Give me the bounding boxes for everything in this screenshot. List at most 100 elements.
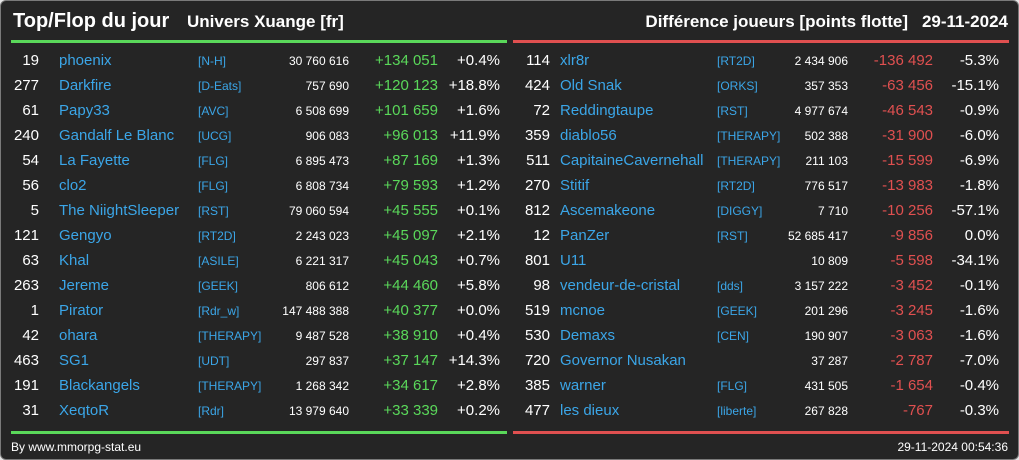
top-gainers-table: 19 phoenix [N-H] 30 760 616 +134 051 +0.4% 277… [1, 48, 501, 423]
player-name-link[interactable]: Blackangels [59, 377, 140, 394]
alliance-tag-link[interactable]: [UDT] [198, 354, 230, 368]
player-name-link[interactable]: clo2 [59, 177, 87, 194]
alliance-tag-link[interactable]: [Rdr_w] [198, 304, 240, 318]
player-name-link[interactable]: Khal [59, 252, 90, 269]
table-row: 530 Demaxs [CEN] 190 907 -3 063 -1.6% [512, 323, 1012, 348]
player-rank: 72 [533, 102, 550, 119]
player-name-link[interactable]: Papy33 [59, 102, 110, 119]
player-points: 147 488 388 [282, 304, 349, 318]
alliance-tag-link[interactable]: [FLG] [198, 179, 229, 193]
alliance-tag-link[interactable]: [RST] [198, 204, 229, 218]
player-name-link[interactable]: Old Snak [560, 77, 622, 94]
points-difference: -1 654 [890, 377, 933, 394]
player-name-link[interactable]: XeqtoR [59, 402, 110, 419]
points-difference: +45 097 [383, 227, 438, 244]
table-row: 424 Old Snak [ORKS] 357 353 -63 456 -15.1% [512, 73, 1012, 98]
table-row: 270 Stitif [RT2D] 776 517 -13 983 -1.8% [512, 173, 1012, 198]
alliance-tag-link[interactable]: [RT2D] [717, 54, 755, 68]
alliance-tag-link[interactable]: [UCG] [198, 129, 232, 143]
player-name-link[interactable]: Governor Nusakan [560, 352, 686, 369]
alliance-tag-link[interactable]: [THERAPY] [717, 154, 781, 168]
alliance-tag-link[interactable]: [RST] [717, 104, 748, 118]
player-name-link[interactable]: ohara [59, 327, 98, 344]
player-name-link[interactable]: diablo56 [560, 127, 617, 144]
player-points: 6 221 317 [295, 254, 349, 268]
player-name-link[interactable]: La Fayette [59, 152, 130, 169]
player-name-link[interactable]: warner [560, 377, 606, 394]
alliance-tag-link[interactable]: [THERAPY] [198, 329, 262, 343]
alliance-tag-link[interactable]: [ORKS] [717, 79, 758, 93]
alliance-tag-link[interactable]: [FLG] [717, 379, 748, 393]
percent-change: +14.3% [448, 352, 500, 369]
player-rank: 121 [13, 227, 39, 244]
player-name-link[interactable]: CapitaineCavernehall [560, 152, 704, 169]
alliance-tag-link[interactable]: [THERAPY] [198, 379, 262, 393]
player-name-link[interactable]: phoenix [59, 52, 112, 69]
alliance-tag-link[interactable]: [AVC] [198, 104, 229, 118]
alliance-tag-link[interactable]: [GEEK] [198, 279, 239, 293]
player-name-link[interactable]: Stitif [560, 177, 590, 194]
percent-change: -0.4% [959, 377, 999, 394]
footer-timestamp: 29-11-2024 00:54:36 [897, 440, 1008, 454]
alliance-tag-link[interactable]: [RT2D] [198, 229, 236, 243]
player-points: 201 296 [804, 304, 848, 318]
table-row: 263 Jereme [GEEK] 806 612 +44 460 +5.8% [1, 273, 501, 298]
points-difference: +101 659 [375, 102, 438, 119]
alliance-tag-link[interactable]: [FLG] [198, 154, 229, 168]
alliance-tag-link[interactable]: [THERAPY] [717, 129, 781, 143]
table-row: 5 The NiightSleeper [RST] 79 060 594 +45 555… [1, 198, 501, 223]
player-name-link[interactable]: xlr8r [560, 52, 590, 69]
player-rank: 511 [526, 152, 550, 169]
player-name-link[interactable]: The NiightSleeper [59, 202, 180, 219]
player-name-link[interactable]: Reddingtaupe [560, 102, 654, 119]
player-name-link[interactable]: U11 [560, 252, 587, 269]
alliance-tag-link[interactable]: [dds] [717, 279, 744, 293]
player-rank: 191 [13, 377, 39, 394]
percent-change: -6.9% [959, 152, 999, 169]
alliance-tag-link[interactable]: [Rdr] [198, 404, 225, 418]
alliance-tag-link[interactable]: [RST] [717, 229, 748, 243]
player-name-link[interactable]: vendeur-de-cristal [560, 277, 681, 294]
player-rank: 812 [524, 202, 550, 219]
percent-change: -1.6% [959, 302, 999, 319]
player-name-link[interactable]: Pirator [59, 302, 104, 319]
player-name-link[interactable]: Gandalf Le Blanc [59, 127, 175, 144]
player-rank: 54 [22, 152, 39, 169]
table-row: 385 warner [FLG] 431 505 -1 654 -0.4% [512, 373, 1012, 398]
player-name-link[interactable]: mcnoe [560, 302, 606, 319]
alliance-tag-link[interactable]: [ASILE] [198, 254, 239, 268]
points-difference: +96 013 [383, 127, 438, 144]
player-name-link[interactable]: PanZer [560, 227, 610, 244]
alliance-tag-link[interactable]: [CEN] [717, 329, 750, 343]
player-rank: 477 [524, 402, 550, 419]
points-difference: +38 910 [383, 327, 438, 344]
player-points: 79 060 594 [288, 204, 349, 218]
player-points: 7 710 [817, 204, 848, 218]
player-name-link[interactable]: Demaxs [560, 327, 616, 344]
player-name-link[interactable]: Gengyo [59, 227, 112, 244]
alliance-tag-link[interactable]: [RT2D] [717, 179, 755, 193]
points-difference: +33 339 [383, 402, 438, 419]
points-difference: +87 169 [383, 152, 438, 169]
footer-credit: By www.mmorpg-stat.eu [11, 440, 142, 454]
alliance-tag-link[interactable]: [D-Eats] [198, 79, 242, 93]
player-name-link[interactable]: Jereme [59, 277, 110, 294]
player-name-link[interactable]: SG1 [59, 352, 90, 369]
player-rank: 263 [13, 277, 39, 294]
player-name-link[interactable]: Darkfire [59, 77, 112, 94]
alliance-tag-link[interactable]: [DIGGY] [717, 204, 763, 218]
alliance-tag-link[interactable]: [N-H] [198, 54, 226, 68]
alliance-tag-link[interactable]: [liberte] [717, 404, 757, 418]
player-points: 10 809 [811, 254, 848, 268]
player-name-link[interactable]: Ascemakeone [560, 202, 656, 219]
table-row: 801 U11 10 809 -5 598 -34.1% [512, 248, 1012, 273]
player-rank: 720 [524, 352, 550, 369]
player-name-link[interactable]: les dieux [560, 402, 620, 419]
player-points: 1 268 342 [295, 379, 349, 393]
player-rank: 1 [30, 302, 39, 319]
player-rank: 42 [22, 327, 39, 344]
percent-change: +2.1% [457, 227, 500, 244]
alliance-tag-link[interactable]: [GEEK] [717, 304, 758, 318]
table-row: 277 Darkfire [D-Eats] 757 690 +120 123 +18.8% [1, 73, 501, 98]
table-row: 1 Pirator [Rdr_w] 147 488 388 +40 377 +0.0% [1, 298, 501, 323]
